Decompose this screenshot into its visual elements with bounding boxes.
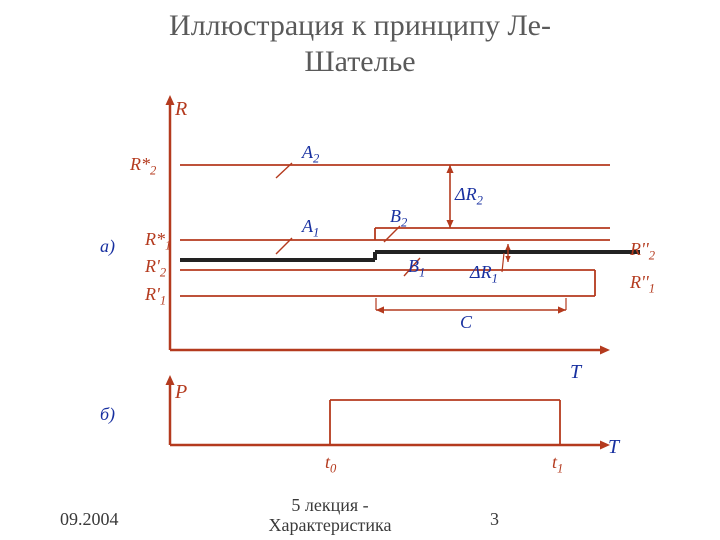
svg-text:B1: B1 — [408, 256, 425, 280]
svg-text:R'1: R'1 — [144, 284, 166, 308]
svg-text:P: P — [174, 381, 187, 403]
svg-text:A2: A2 — [301, 142, 320, 166]
svg-text:C: C — [460, 312, 473, 332]
svg-text:ΔR1: ΔR1 — [469, 262, 498, 286]
svg-text:t0: t0 — [325, 452, 337, 476]
svg-text:R'2: R'2 — [144, 256, 167, 280]
svg-text:A1: A1 — [301, 216, 319, 240]
svg-text:T: T — [608, 436, 621, 458]
svg-text:B2: B2 — [390, 206, 408, 230]
svg-text:б): б) — [100, 404, 115, 425]
svg-text:R*2: R*2 — [129, 154, 157, 178]
svg-text:t1: t1 — [552, 452, 563, 476]
svg-text:R''2: R''2 — [629, 239, 656, 263]
slide: Иллюстрация к принципу Ле- Шателье RR*2R… — [0, 0, 720, 540]
svg-text:ΔR2: ΔR2 — [454, 184, 484, 208]
footer-lecture: 5 лекция - Характеристика — [230, 496, 430, 536]
svg-text:R''1: R''1 — [629, 272, 655, 296]
diagram-svg: R R*2 R*1 R'2 R'1 а) R''2 R''1 T A2 A1 B2 B1 ΔR2 ΔR1 C P… — [0, 0, 720, 540]
svg-text:R*1: R*1 — [144, 229, 171, 253]
footer-page: 3 — [490, 509, 499, 530]
svg-text:а): а) — [100, 236, 115, 257]
footer-date: 09.2004 — [60, 509, 119, 530]
svg-text:T: T — [570, 361, 583, 383]
svg-text:R: R — [174, 98, 187, 120]
